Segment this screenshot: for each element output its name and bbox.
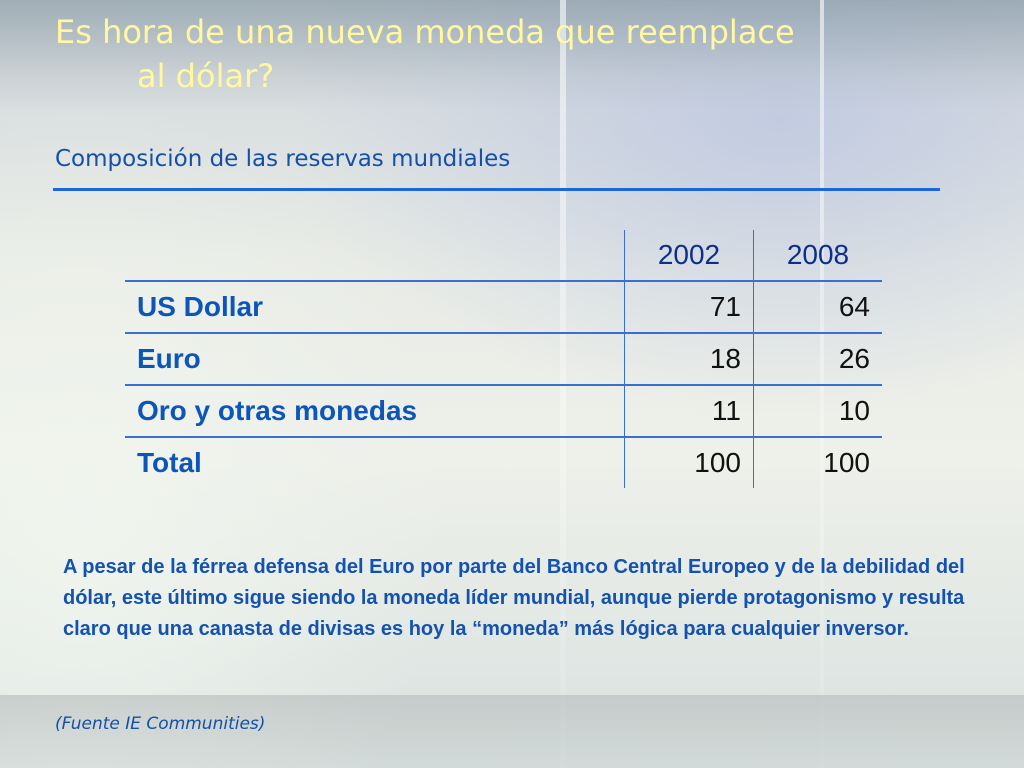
value-2008: 10 [753, 385, 882, 438]
table-row: Oro y otras monedas 11 10 [125, 385, 882, 438]
row-label: Oro y otras monedas [125, 385, 625, 438]
table-row-total: Total 100 100 [125, 437, 882, 488]
slide-title-line-2: al dólar? [137, 57, 275, 95]
slide-title: Es hora de una nueva moneda que reemplac… [55, 10, 995, 98]
row-label: Euro [125, 333, 625, 386]
table-row: US Dollar 71 64 [125, 281, 882, 334]
divider-line [53, 188, 940, 191]
table-header-label [125, 230, 625, 282]
reserves-table: 2002 2008 US Dollar 71 64 Euro 18 26 Oro… [125, 230, 882, 488]
value-2002: 18 [624, 333, 754, 386]
table-row: Euro 18 26 [125, 333, 882, 386]
header-background [0, 0, 1024, 110]
row-label: Total [137, 447, 202, 478]
table-header-row: 2002 2008 [125, 230, 882, 282]
table-header-2008: 2008 [753, 230, 882, 282]
value-2002: 100 [624, 437, 754, 488]
table-header-2002: 2002 [624, 230, 754, 282]
row-label: US Dollar [125, 281, 625, 334]
footer-background [0, 695, 1024, 768]
value-2008: 100 [823, 447, 870, 478]
value-2002: 71 [624, 281, 754, 334]
value-2002: 11 [624, 385, 754, 438]
slide-title-line-1: Es hora de una nueva moneda que reemplac… [55, 13, 795, 51]
value-2008: 26 [753, 333, 882, 386]
slide-subtitle: Composición de las reservas mundiales [55, 146, 511, 172]
source-citation: (Fuente IE Communities) [55, 714, 266, 734]
value-2008: 64 [753, 281, 882, 334]
commentary-text: A pesar de la férrea defensa del Euro po… [63, 556, 965, 640]
